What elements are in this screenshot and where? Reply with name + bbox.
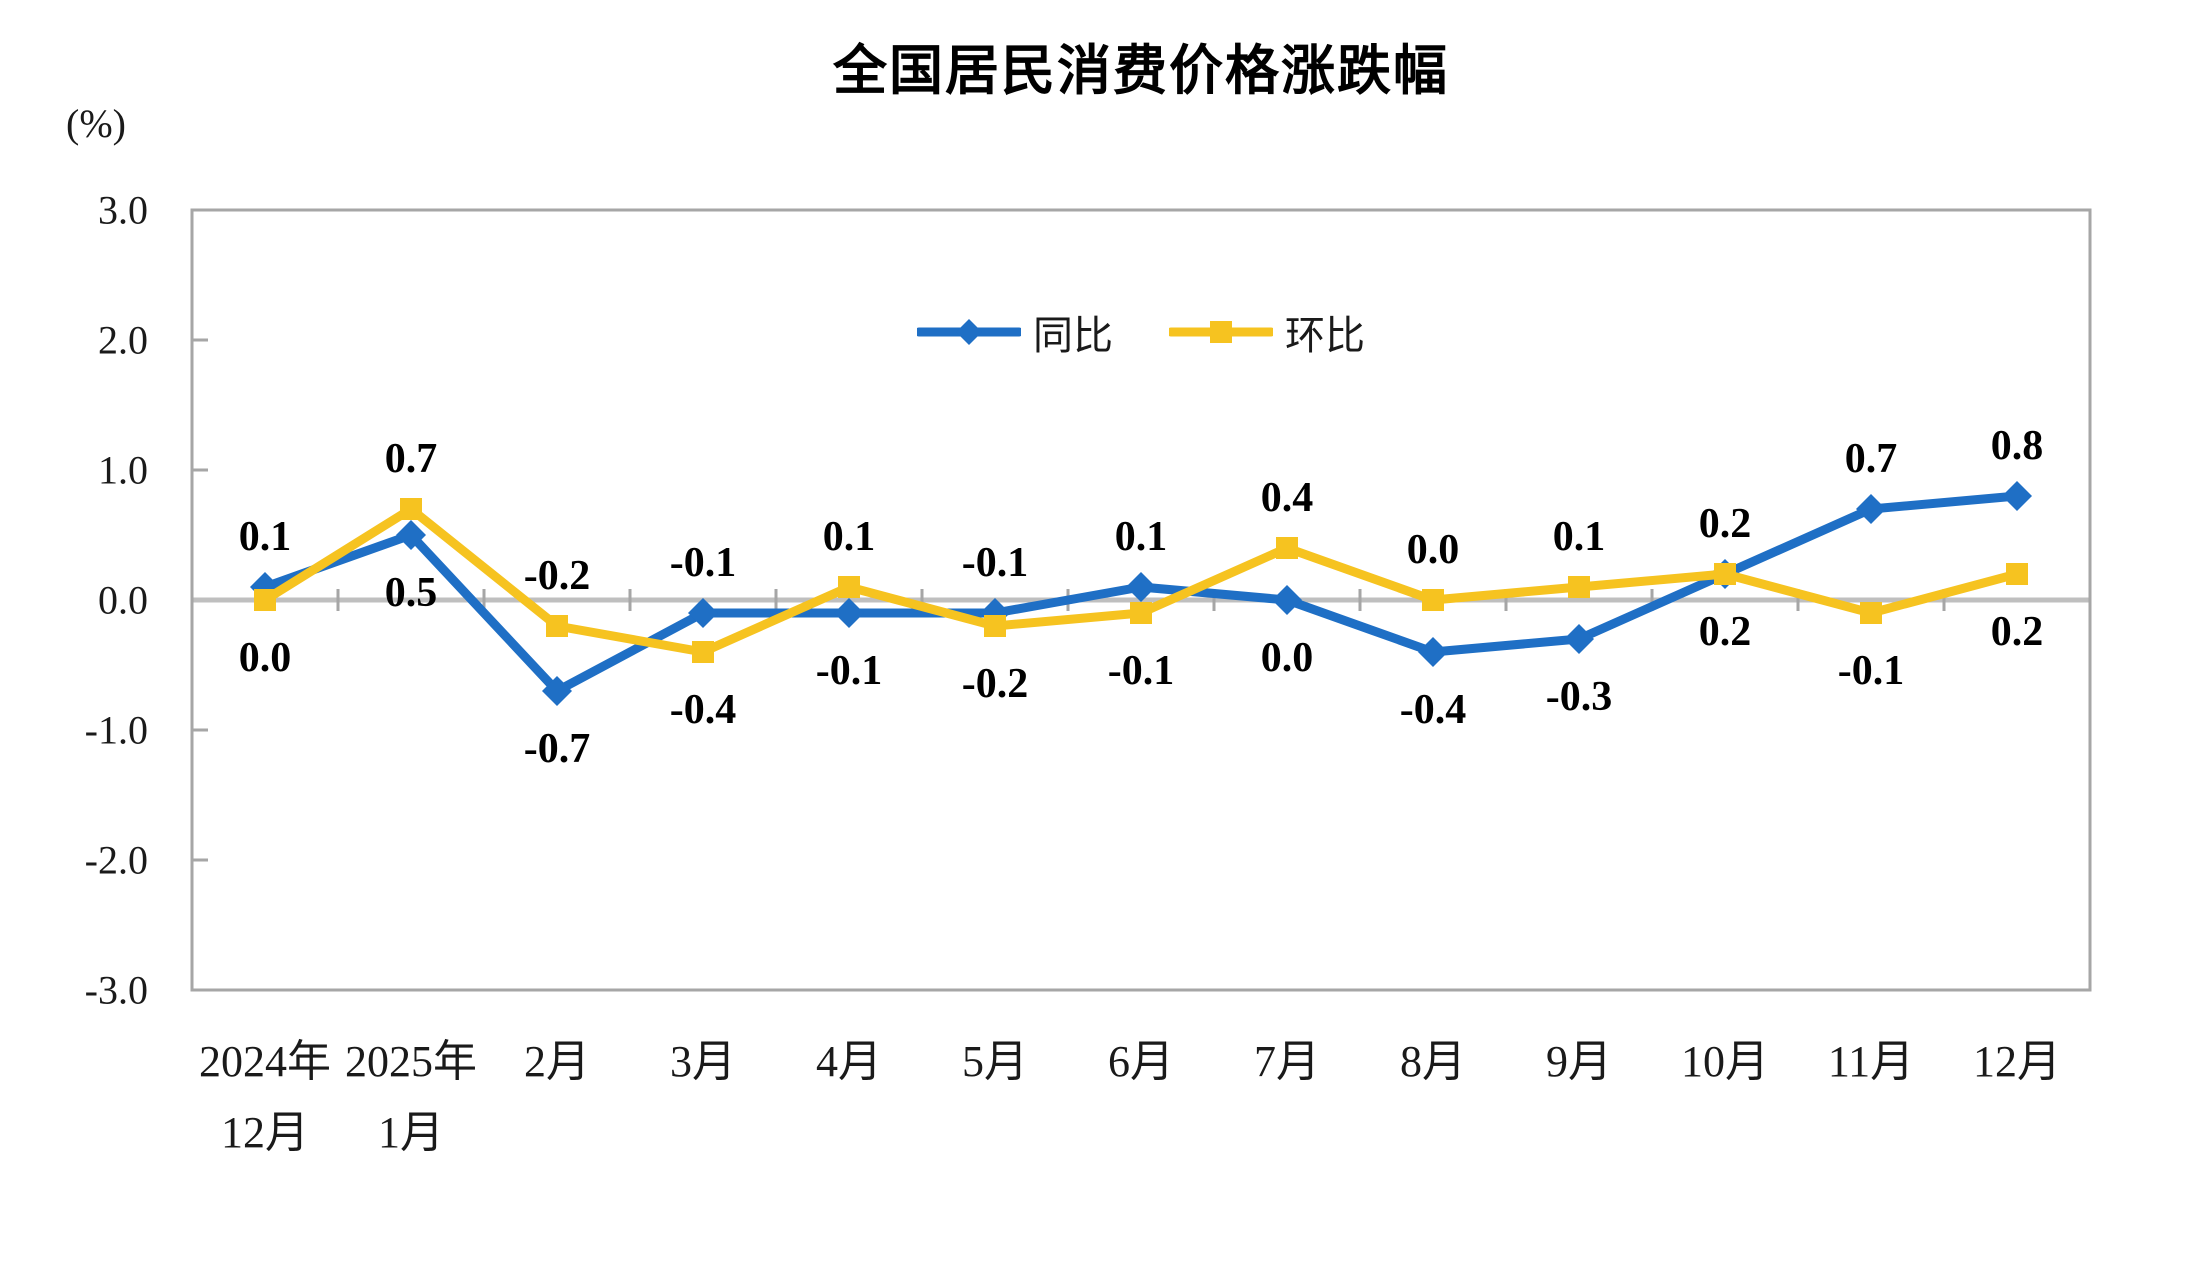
- tongbi-line-swatch: [917, 319, 1021, 345]
- chart-title: 全国居民消费价格涨跌幅: [833, 41, 1449, 101]
- data-point-diamond-同比: [1564, 624, 1594, 654]
- data-label-环比: -0.4: [669, 687, 737, 733]
- x-axis-category-label: 2025年 1月: [345, 1037, 477, 1158]
- data-label-环比: 0.2: [1698, 609, 1752, 655]
- data-point-diamond-同比: [1126, 572, 1156, 602]
- legend-label-huanbi: 环比: [1285, 314, 1365, 358]
- data-label-环比: 0.1: [1552, 514, 1606, 560]
- x-axis-category-label: 5月: [962, 1037, 1028, 1086]
- huanbi-line-swatch: [1169, 321, 1273, 343]
- legend-item-tongbi: 同比: [917, 303, 1113, 361]
- data-label-同比: 0.1: [1114, 514, 1168, 560]
- data-point-square-环比: [2006, 563, 2028, 585]
- data-point-diamond-同比: [1856, 494, 1886, 524]
- diamond-marker-icon: [956, 319, 982, 345]
- data-label-环比: 0.0: [1406, 527, 1460, 573]
- data-label-同比: 0.0: [1260, 635, 1314, 681]
- data-point-square-环比: [984, 615, 1006, 637]
- x-axis-category-label: 6月: [1108, 1037, 1174, 1086]
- data-point-square-环比: [692, 641, 714, 663]
- data-point-square-环比: [546, 615, 568, 637]
- y-axis-tick-label: 2.0: [98, 317, 148, 363]
- x-axis-category-label: 7月: [1254, 1037, 1320, 1086]
- data-label-同比: -0.3: [1545, 674, 1613, 720]
- legend-label-tongbi: 同比: [1033, 314, 1113, 358]
- data-label-环比: 0.4: [1260, 475, 1314, 521]
- data-point-square-环比: [1714, 563, 1736, 585]
- data-label-环比: -0.1: [1837, 648, 1905, 694]
- x-axis-category-label: 4月: [816, 1037, 882, 1086]
- x-axis-category-label: 12月: [1973, 1037, 2061, 1086]
- data-label-同比: -0.1: [669, 540, 737, 586]
- data-point-diamond-同比: [542, 676, 572, 706]
- x-axis-category-label: 2月: [524, 1037, 590, 1086]
- data-label-环比: -0.2: [523, 553, 591, 599]
- data-label-环比: 0.1: [822, 514, 876, 560]
- data-label-环比: 0.2: [1990, 609, 2044, 655]
- data-label-环比: 0.0: [238, 635, 292, 681]
- data-point-square-环比: [1568, 576, 1590, 598]
- data-point-diamond-同比: [834, 598, 864, 628]
- data-point-square-环比: [1130, 602, 1152, 624]
- y-axis-tick-label: 0.0: [98, 577, 148, 623]
- x-axis-category-label: 3月: [670, 1037, 736, 1086]
- data-point-diamond-同比: [2002, 481, 2032, 511]
- x-axis-category-label: 9月: [1546, 1037, 1612, 1086]
- data-label-环比: -0.2: [961, 661, 1029, 707]
- y-axis-tick-label: -1.0: [84, 707, 148, 753]
- y-axis-tick-label: 3.0: [98, 187, 148, 233]
- data-label-同比: 0.1: [238, 514, 292, 560]
- x-axis-category-label: 10月: [1681, 1037, 1769, 1086]
- y-axis-tick-label: 1.0: [98, 447, 148, 493]
- data-label-同比: -0.7: [523, 726, 591, 772]
- data-label-环比: -0.1: [1107, 648, 1175, 694]
- x-axis-category-label: 2024年 12月: [199, 1037, 331, 1158]
- data-point-square-环比: [254, 589, 276, 611]
- y-axis-tick-label: -3.0: [84, 967, 148, 1013]
- legend-item-huanbi: 环比: [1169, 303, 1365, 361]
- data-point-diamond-同比: [1418, 637, 1448, 667]
- data-label-同比: 0.8: [1990, 423, 2044, 469]
- y-axis-unit-label: (%): [66, 101, 126, 146]
- data-label-同比: -0.4: [1399, 687, 1467, 733]
- legend: 同比 环比: [192, 303, 2090, 361]
- data-label-同比: -0.1: [961, 540, 1029, 586]
- data-label-环比: 0.7: [384, 436, 438, 482]
- x-axis-category-label: 11月: [1827, 1037, 1915, 1086]
- data-point-square-环比: [1422, 589, 1444, 611]
- y-axis-tick-label: -2.0: [84, 837, 148, 883]
- data-point-square-环比: [1860, 602, 1882, 624]
- data-label-同比: -0.1: [815, 648, 883, 694]
- data-point-diamond-同比: [396, 520, 426, 550]
- data-point-square-环比: [400, 498, 422, 520]
- data-label-同比: 0.5: [384, 570, 438, 616]
- square-marker-icon: [1210, 321, 1232, 343]
- x-axis-category-label: 8月: [1400, 1037, 1466, 1086]
- data-point-square-环比: [1276, 537, 1298, 559]
- data-label-同比: 0.7: [1844, 436, 1898, 482]
- data-point-diamond-同比: [1272, 585, 1302, 615]
- data-point-diamond-同比: [688, 598, 718, 628]
- data-point-square-环比: [838, 576, 860, 598]
- data-label-同比: 0.2: [1698, 501, 1752, 547]
